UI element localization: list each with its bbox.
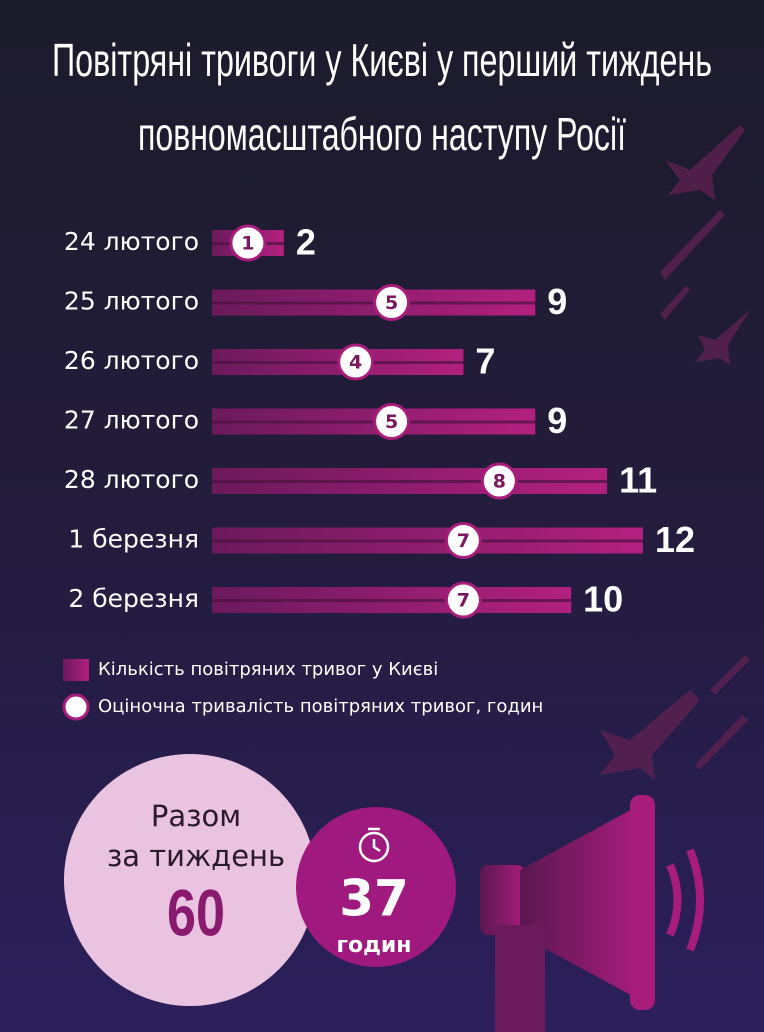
total-value: 60 xyxy=(167,875,225,949)
y-tick-label: 24 лютого xyxy=(64,227,199,256)
duration-dot xyxy=(444,581,482,619)
value-label: 2 xyxy=(296,222,316,263)
total-label: Разом xyxy=(151,799,241,833)
legend-label: Оціночна тривалість повітряних тривог, г… xyxy=(98,696,543,717)
y-tick-label: 25 лютого xyxy=(64,287,199,316)
value-label: 11 xyxy=(619,460,657,501)
duration-label: 5 xyxy=(385,292,398,314)
y-tick-label: 27 лютого xyxy=(64,406,199,435)
legend-swatch xyxy=(63,659,89,681)
value-label: 7 xyxy=(475,341,495,382)
decor xyxy=(600,125,750,780)
megaphone xyxy=(480,795,704,1032)
duration-dot xyxy=(373,284,411,321)
chart-title: Повітряні тривоги у Києві у перший тижде… xyxy=(52,34,712,86)
duration-dot xyxy=(373,403,411,440)
clock-icon xyxy=(358,827,390,863)
duration-label: 1 xyxy=(241,233,254,255)
duration-unit: годин xyxy=(337,933,412,958)
duration-dot xyxy=(229,224,267,262)
bar-stripe xyxy=(212,480,608,483)
y-tick-label: 2 березня xyxy=(68,584,199,613)
duration-label: 4 xyxy=(349,352,362,374)
duration-label: 7 xyxy=(457,590,470,612)
value-label: 9 xyxy=(547,400,567,441)
duration-label: 7 xyxy=(457,530,470,552)
duration-dot xyxy=(480,462,518,500)
legend-label: Кількість повітряних тривог у Києві xyxy=(98,659,438,680)
bar-stripe xyxy=(212,599,572,602)
legend-swatch xyxy=(62,693,90,721)
chart-title: повномасштабного наступу Росії xyxy=(138,108,626,160)
duration-label: 8 xyxy=(493,471,506,493)
value-label: 12 xyxy=(655,519,695,560)
value-label: 10 xyxy=(583,579,623,620)
duration-value: 37 xyxy=(339,870,409,928)
value-label: 9 xyxy=(547,281,567,322)
y-tick-label: 26 лютого xyxy=(64,346,199,375)
duration-circle xyxy=(296,807,456,967)
y-tick-label: 1 березня xyxy=(68,525,199,554)
duration-label: 5 xyxy=(385,411,398,433)
total-label: за тиждень xyxy=(107,839,285,873)
total-circle xyxy=(64,754,316,1006)
y-tick-label: 28 лютого xyxy=(64,465,199,494)
plot-area: 24 лютого 2 1 25 лютого 9 5 26 лютого 7 4 27 люто… xyxy=(64,222,695,620)
duration-dot xyxy=(444,522,482,559)
duration-dot xyxy=(337,343,375,381)
bar-stripe xyxy=(212,539,643,543)
